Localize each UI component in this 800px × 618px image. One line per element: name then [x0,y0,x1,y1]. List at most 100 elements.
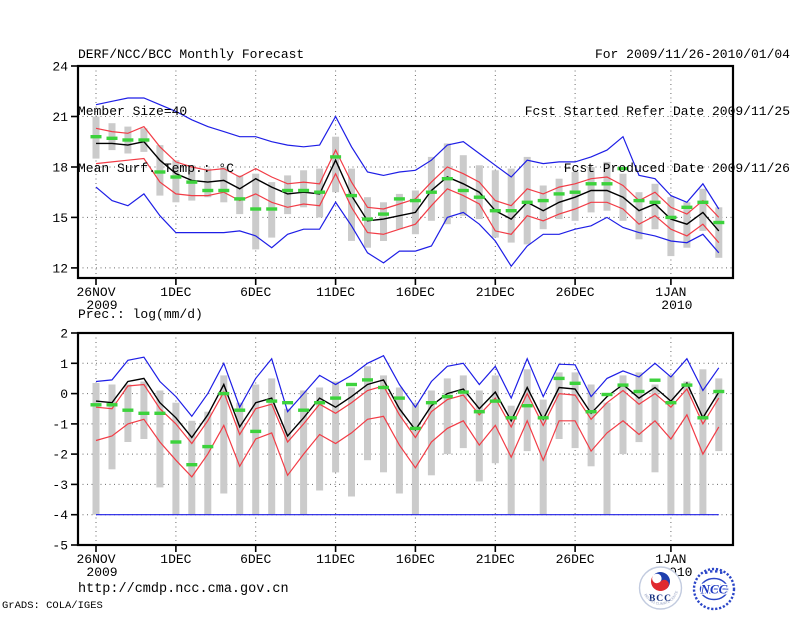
spread-bar [683,202,691,248]
obs-dash [441,177,453,181]
spread-bar [300,390,308,515]
spread-bar [380,202,387,241]
ncc-globe-lines [700,584,728,594]
spread-bar [427,390,435,476]
spread-bar [667,375,675,515]
obs-dash [489,399,501,403]
obs-dash [665,215,677,220]
spread-bar [683,381,691,515]
series-lower-quartile [95,413,720,478]
obs-dash [330,155,342,159]
x-tick-label: 11DEC [316,285,355,300]
x-tick-label: 1DEC [160,285,191,300]
y-tick-label: -1 [52,417,68,432]
obs-dash [138,138,150,142]
spread-bar [236,402,244,515]
obs-dash [425,190,437,194]
obs-dash [425,401,437,405]
spread-bar [204,168,212,198]
obs-dash [489,209,501,213]
y-tick-label: 12 [52,261,68,276]
y-tick-label: 0 [60,387,68,402]
obs-dash [409,198,421,203]
obs-dash [186,463,198,467]
footer-url: http://cmdp.ncc.cma.gov.cn [78,582,289,597]
obs-dash [330,396,342,400]
x-tick-year: 2009 [86,565,117,580]
obs-dash [90,403,102,407]
y-tick-label: 18 [52,161,68,176]
obs-dash [346,382,357,387]
obs-dash [218,391,230,396]
x-tick-label: 26NOV [76,285,115,300]
spread-bar [124,384,132,442]
obs-dash [521,200,533,204]
x-tick-label: 16DEC [396,285,435,300]
spread-bar [571,372,579,449]
spread-bar [172,402,180,515]
series-ensemble-mean [95,377,720,439]
spread-bar [667,197,675,257]
obs-dash [378,212,389,216]
y-tick-label: 21 [52,110,68,125]
spread-bar [475,390,483,482]
obs-dash [314,401,326,405]
x-tick-label: 26DEC [556,552,595,567]
y-tick-label: 2 [60,327,68,342]
bcc-logo: BCC BEIJING CLIMATE CENTER [637,565,683,610]
obs-dash [473,410,485,414]
obs-dash [617,383,629,387]
obs-dash [537,198,549,203]
obs-dash [585,410,597,414]
obs-dash [282,188,294,193]
bcc-logo-label: BCC [649,594,672,604]
series-ensemble-max [95,354,720,418]
obs-dash [234,408,246,412]
series-ensemble-min [95,186,720,268]
obs-dash [457,188,469,193]
obs-dash [122,138,134,142]
obs-dash [697,200,709,204]
obs-dash [473,195,485,199]
obs-dash [378,385,389,390]
spread-bar [252,384,260,515]
obs-dash [154,170,166,174]
spread-bar [603,161,611,211]
obs-dash [697,416,709,420]
obs-dash [665,401,677,405]
obs-dash [154,411,166,415]
spread-bar [332,136,340,193]
spread-bar [523,369,531,452]
obs-dash [569,381,581,385]
obs-dash [186,180,198,184]
obs-dash [90,135,102,139]
spread-bar [220,167,228,203]
spread-bar [92,383,100,515]
spread-bar [699,188,707,231]
obs-dash [250,429,262,434]
x-tick-label: 11DEC [316,552,355,567]
spread-bar [555,178,563,220]
spread-bar [108,384,116,470]
spread-bar [587,384,595,467]
x-tick-label: 6DEC [240,285,271,300]
y-tick-label: -3 [52,478,68,493]
spread-bar [236,175,244,215]
spread-bar [459,155,467,216]
page-title: DERF/NCC/BCC Monthly Forecast [78,47,305,62]
spread-bar [715,378,723,452]
obs-dash [441,394,453,399]
y-tick-label: 24 [52,60,68,75]
spread-bar [507,405,515,515]
spread-bar [284,408,292,515]
x-tick-label: 21DEC [476,552,515,567]
spread-bar [268,378,276,515]
spread-bar [220,375,228,494]
obs-dash [138,411,150,415]
spread-bar [491,375,499,464]
obs-dash [202,444,214,449]
spread-bar [635,372,643,443]
